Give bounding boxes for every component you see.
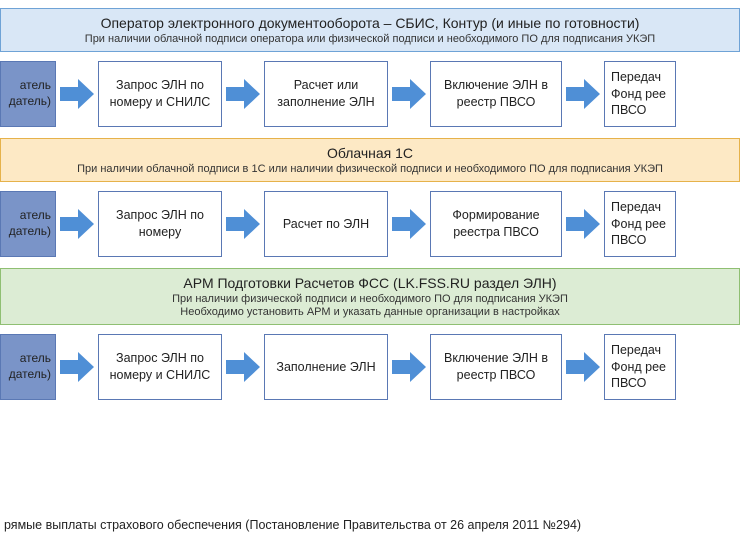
arrow-icon [226, 207, 260, 241]
step-box: Формирование реестра ПВСО [430, 191, 562, 257]
start-label: ательдатель) [9, 351, 51, 382]
step-label: ПередачФонд рееПВСО [611, 199, 666, 250]
start-label: ательдатель) [9, 78, 51, 109]
arrow-icon [392, 207, 426, 241]
arrow-icon [60, 207, 94, 241]
arrow-icon [226, 350, 260, 384]
section-subtitle: При наличии облачной подписи оператора и… [9, 33, 731, 45]
step-label: ПередачФонд рееПВСО [611, 69, 666, 120]
section-header-1: Оператор электронного документооборота –… [0, 8, 740, 52]
arrow-icon [60, 350, 94, 384]
flow-row-3: ательдатель) Запрос ЭЛН по номеру и СНИЛ… [0, 331, 740, 403]
step-box: Включение ЭЛН в реестр ПВСО [430, 334, 562, 400]
arrow-icon [392, 77, 426, 111]
section-header-2: Облачная 1С При наличии облачной подписи… [0, 138, 740, 182]
footer-text: рямые выплаты страхового обеспечения (По… [0, 518, 740, 532]
arrow-icon [566, 350, 600, 384]
step-label: Включение ЭЛН в реестр ПВСО [437, 350, 555, 384]
flow-row-1: ательдатель) Запрос ЭЛН по номеру и СНИЛ… [0, 58, 740, 130]
step-box: Заполнение ЭЛН [264, 334, 388, 400]
start-label: ательдатель) [9, 208, 51, 239]
step-label: Заполнение ЭЛН [276, 359, 375, 376]
step-label: Запрос ЭЛН по номеру [105, 207, 215, 241]
arrow-icon [566, 207, 600, 241]
step-label: Формирование реестра ПВСО [437, 207, 555, 241]
arrow-icon [226, 77, 260, 111]
step-box: ПередачФонд рееПВСО [604, 334, 676, 400]
section-header-3: АРМ Подготовки Расчетов ФСС (LK.FSS.RU р… [0, 268, 740, 325]
step-label: Запрос ЭЛН по номеру и СНИЛС [105, 350, 215, 384]
start-box: ательдатель) [0, 191, 56, 257]
step-label: Расчет по ЭЛН [283, 216, 369, 233]
step-box: Запрос ЭЛН по номеру [98, 191, 222, 257]
arrow-icon [60, 77, 94, 111]
section-title: Облачная 1С [9, 145, 731, 161]
step-label: Включение ЭЛН в реестр ПВСО [437, 77, 555, 111]
start-box: ательдатель) [0, 334, 56, 400]
step-box: Включение ЭЛН в реестр ПВСО [430, 61, 562, 127]
arrow-icon [392, 350, 426, 384]
step-label: Запрос ЭЛН по номеру и СНИЛС [105, 77, 215, 111]
step-label: ПередачФонд рееПВСО [611, 342, 666, 393]
section-title: Оператор электронного документооборота –… [9, 15, 731, 31]
step-box: Расчет по ЭЛН [264, 191, 388, 257]
arrow-icon [566, 77, 600, 111]
step-box: Запрос ЭЛН по номеру и СНИЛС [98, 334, 222, 400]
flow-row-2: ательдатель) Запрос ЭЛН по номеру Расчет… [0, 188, 740, 260]
section-title: АРМ Подготовки Расчетов ФСС (LK.FSS.RU р… [9, 275, 731, 291]
step-box: Запрос ЭЛН по номеру и СНИЛС [98, 61, 222, 127]
start-box: ательдатель) [0, 61, 56, 127]
section-subtitle2: Необходимо установить АРМ и указать данн… [9, 306, 731, 318]
step-box: Расчет или заполнение ЭЛН [264, 61, 388, 127]
section-subtitle: При наличии облачной подписи в 1С или на… [9, 163, 731, 175]
step-box: ПередачФонд рееПВСО [604, 61, 676, 127]
step-box: ПередачФонд рееПВСО [604, 191, 676, 257]
section-subtitle: При наличии физической подписи и необход… [9, 293, 731, 305]
step-label: Расчет или заполнение ЭЛН [271, 77, 381, 111]
